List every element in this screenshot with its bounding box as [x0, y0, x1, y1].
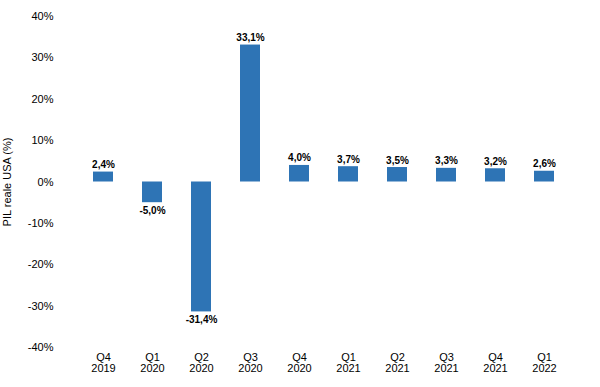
svg-text:Q42020: Q42020	[287, 351, 311, 374]
svg-text:-30%: -30%	[28, 300, 54, 312]
svg-text:Q12021: Q12021	[336, 351, 360, 374]
svg-text:Q12022: Q12022	[532, 351, 556, 374]
svg-text:-10%: -10%	[28, 217, 54, 229]
svg-text:3,3%: 3,3%	[435, 155, 458, 166]
svg-text:Q22021: Q22021	[385, 351, 409, 374]
svg-text:-31,4%: -31,4%	[186, 314, 218, 325]
svg-text:33,1%: 33,1%	[236, 32, 264, 43]
svg-text:Q22020: Q22020	[189, 351, 213, 374]
svg-text:Q42019: Q42019	[91, 351, 115, 374]
svg-text:Q32020: Q32020	[238, 351, 262, 374]
svg-text:3,5%: 3,5%	[386, 155, 409, 166]
svg-text:0%: 0%	[38, 176, 54, 188]
svg-text:30%: 30%	[31, 51, 53, 63]
svg-text:2,4%: 2,4%	[92, 159, 115, 170]
svg-text:-40%: -40%	[28, 341, 54, 353]
svg-text:-5,0%: -5,0%	[139, 205, 165, 216]
svg-text:Q12020: Q12020	[140, 351, 164, 374]
svg-text:Q32021: Q32021	[434, 351, 458, 374]
svg-text:4,0%: 4,0%	[288, 152, 311, 163]
svg-text:-20%: -20%	[28, 258, 54, 270]
svg-text:40%: 40%	[31, 10, 53, 22]
svg-text:20%: 20%	[31, 93, 53, 105]
svg-text:10%: 10%	[31, 134, 53, 146]
svg-text:2,6%: 2,6%	[533, 158, 556, 169]
svg-text:3,2%: 3,2%	[484, 156, 507, 167]
svg-text:3,7%: 3,7%	[337, 154, 360, 165]
svg-text:Q42021: Q42021	[483, 351, 507, 374]
svg-text:PIL reale USA (%): PIL reale USA (%)	[1, 138, 13, 227]
